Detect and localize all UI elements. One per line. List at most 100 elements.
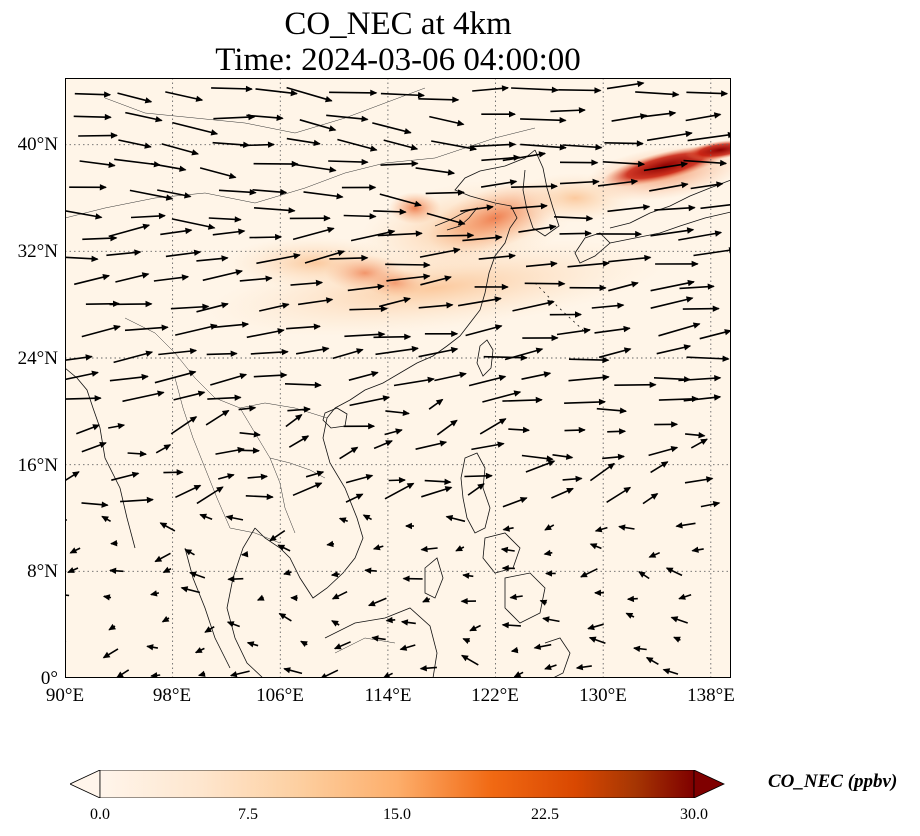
- wind-arrow-head: [216, 486, 224, 493]
- wind-arrow-head: [370, 145, 378, 152]
- wind-arrow-head: [314, 482, 323, 489]
- wind-arrow-shaft: [650, 281, 695, 292]
- colorbar-extend-min: [70, 770, 101, 798]
- wind-arrow-head: [457, 119, 465, 127]
- wind-arrow-head: [513, 671, 522, 678]
- wind-arrow-head: [648, 551, 657, 558]
- wind-arrow-head: [323, 215, 331, 222]
- wind-arrow-head: [110, 540, 118, 547]
- wind-arrow-shaft: [326, 114, 368, 121]
- wind-arrow-head: [221, 302, 229, 309]
- wind-arrow-head: [545, 570, 552, 577]
- wind-arrow-head: [599, 284, 607, 291]
- wind-arrow-head: [290, 89, 298, 97]
- wind-arrow-head: [623, 486, 632, 494]
- wind-arrow-head: [594, 526, 603, 533]
- wind-arrow-head: [592, 178, 600, 186]
- wind-arrow-head: [617, 302, 625, 309]
- wind-arrow-shaft: [218, 189, 256, 194]
- wind-arrow-shaft: [344, 333, 385, 338]
- wind-arrow-shaft: [650, 297, 693, 309]
- wind-arrow-head: [551, 86, 559, 93]
- wind-arrow-head: [618, 524, 626, 531]
- wind-arrow-shaft: [329, 257, 368, 260]
- wind-arrow-shaft: [465, 325, 502, 337]
- wind-arrow-shaft: [154, 371, 196, 384]
- wind-arrow-shaft: [246, 329, 284, 339]
- wind-arrow-head: [450, 346, 459, 354]
- wind-arrow-head: [199, 513, 207, 520]
- wind-arrow-head: [522, 426, 530, 434]
- wind-arrow-head: [325, 96, 333, 103]
- wind-arrow-shaft: [129, 189, 173, 200]
- wind-arrow-head: [142, 223, 151, 230]
- wind-arrow-head: [453, 247, 461, 254]
- wind-arrow-shaft: [165, 91, 203, 101]
- wind-arrow-shaft: [426, 212, 465, 225]
- wind-arrow-head: [706, 476, 714, 483]
- wind-arrow-head: [662, 668, 671, 675]
- wind-arrow-head: [188, 370, 197, 377]
- lat-tick-label: 24°N: [17, 348, 58, 369]
- wind-arrow-head: [277, 544, 286, 551]
- wind-arrow-head: [191, 149, 199, 156]
- wind-arrow-head: [502, 525, 510, 532]
- wind-arrow-shaft: [418, 348, 458, 358]
- wind-arrow-shaft: [347, 285, 384, 292]
- wind-arrow-head: [538, 151, 546, 158]
- wind-arrow-head: [221, 255, 229, 262]
- wind-arrow-shaft: [199, 167, 236, 179]
- wind-arrow-shaft: [292, 227, 334, 241]
- wind-arrow-head: [691, 546, 699, 553]
- wind-arrow-head: [377, 283, 385, 290]
- wind-arrow-shaft: [171, 218, 215, 229]
- wind-arrow-head: [210, 129, 219, 136]
- wind-arrow-head: [104, 91, 112, 98]
- wind-arrow-head: [193, 485, 202, 491]
- wind-arrow-head: [539, 599, 548, 606]
- plume-japan-tail: [685, 139, 731, 161]
- wind-arrow-shaft: [558, 89, 601, 92]
- wind-arrow-shaft: [512, 300, 554, 312]
- wind-arrow-head: [313, 139, 321, 146]
- wind-arrow-head: [414, 200, 422, 207]
- coastlines: [65, 149, 731, 678]
- wind-arrow-shaft: [172, 121, 218, 135]
- wind-arrow-shaft: [649, 183, 688, 192]
- wind-arrow-shaft: [478, 254, 516, 260]
- wind-arrow-shaft: [210, 373, 247, 386]
- wind-arrow-head: [544, 524, 552, 531]
- wind-arrow-head: [619, 428, 627, 435]
- wind-arrow-shaft: [559, 180, 599, 185]
- wind-arrow-shaft: [607, 205, 650, 213]
- wind-arrow-shaft: [256, 254, 300, 265]
- wind-arrow-head: [680, 161, 689, 168]
- wind-arrow-head: [144, 97, 153, 104]
- wind-arrow-head: [329, 166, 337, 173]
- wind-arrow-shaft: [482, 391, 521, 403]
- wind-arrow-shaft: [693, 249, 731, 257]
- wind-arrow-shaft: [303, 191, 343, 198]
- wind-arrow-head: [91, 370, 99, 377]
- wind-arrow-head: [320, 673, 328, 678]
- wind-arrow-head: [417, 92, 425, 99]
- wind-arrow-head: [495, 234, 503, 241]
- wind-arrow-shaft: [419, 248, 460, 258]
- wind-arrow-head: [444, 275, 452, 282]
- wind-arrow-head: [260, 473, 268, 480]
- wind-arrow-head: [163, 444, 172, 451]
- wind-arrow-head: [234, 216, 242, 223]
- wind-arrow-head: [543, 371, 552, 378]
- wind-arrow-head: [404, 333, 412, 340]
- wind-arrow-head: [161, 324, 169, 331]
- wind-arrow-head: [533, 643, 542, 650]
- wind-arrow-shaft: [687, 133, 731, 142]
- coastline-china: [334, 149, 536, 409]
- wind-arrow-head: [550, 183, 558, 190]
- wind-arrow-head: [131, 471, 140, 478]
- wind-arrow-shaft: [511, 87, 558, 91]
- wind-arrow-shaft: [158, 349, 197, 356]
- wind-arrow-shaft: [472, 87, 509, 92]
- wind-arrow-head: [94, 395, 102, 402]
- wind-arrow-head: [230, 350, 238, 357]
